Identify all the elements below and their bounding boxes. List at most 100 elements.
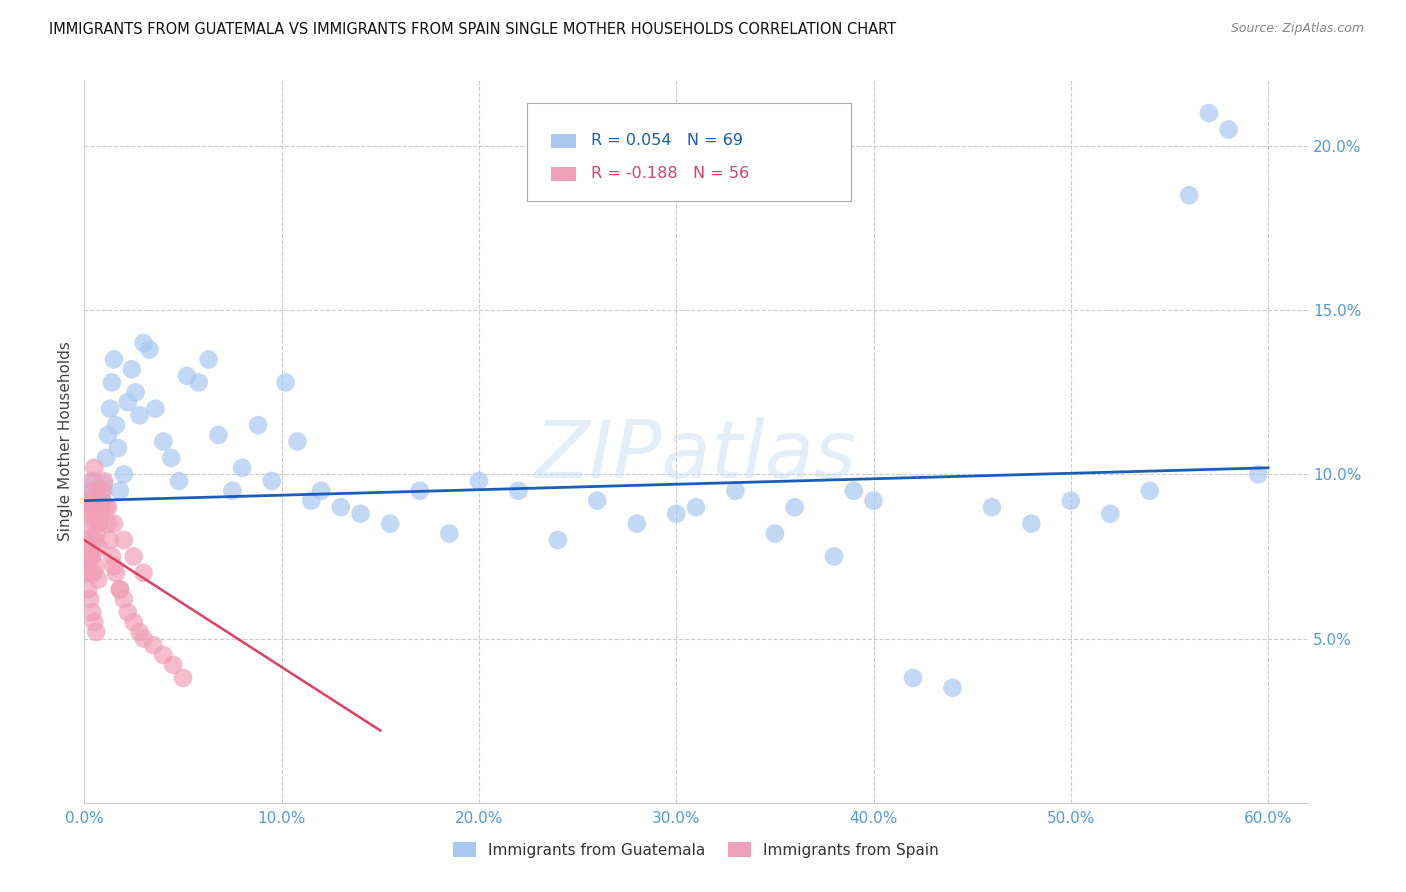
Point [97,516,120,531]
Point [89,516,111,531]
Point [84,491,107,505]
Point [108,582,131,597]
Point [122,615,145,630]
Point [97,428,120,442]
Point [665,507,688,521]
Text: R = -0.188   N = 56: R = -0.188 N = 56 [591,167,748,181]
Point [76,533,98,547]
Point [685,500,707,515]
Point [75,549,97,564]
Point [176,368,198,383]
Point [468,474,491,488]
Point [980,500,1002,515]
Point [103,352,125,367]
Point [84,500,107,515]
Point [1218,122,1240,136]
Text: IMMIGRANTS FROM GUATEMALA VS IMMIGRANTS FROM SPAIN SINGLE MOTHER HOUSEHOLDS CORR: IMMIGRANTS FROM GUATEMALA VS IMMIGRANTS … [49,22,897,37]
Point [104,566,127,580]
Point [121,362,143,376]
Point [142,638,165,652]
Point [83,615,105,630]
Point [187,376,209,390]
Y-axis label: Single Mother Households: Single Mother Households [58,342,73,541]
Point [1198,106,1220,120]
Point [439,526,461,541]
Point [172,671,194,685]
Point [82,483,104,498]
Point [94,450,117,465]
Point [160,450,183,465]
Point [80,507,103,521]
Point [197,352,219,367]
Point [508,483,530,498]
Legend: Immigrants from Guatemala, Immigrants from Spain: Immigrants from Guatemala, Immigrants fr… [447,836,945,863]
Point [79,566,101,580]
Point [82,474,104,488]
Point [901,671,924,685]
Point [103,516,125,531]
Point [84,559,107,574]
Point [108,582,131,597]
Point [77,582,100,597]
Point [132,632,155,646]
Point [138,343,160,357]
Point [1247,467,1270,482]
Point [82,474,104,488]
Point [93,474,115,488]
Point [260,474,283,488]
Point [79,592,101,607]
Point [77,483,100,498]
Point [724,483,747,498]
Point [94,500,117,515]
Point [299,493,322,508]
Point [77,516,100,531]
Point [1021,516,1043,531]
Point [1099,507,1122,521]
Point [90,507,112,521]
Point [98,401,121,416]
Point [89,483,111,498]
Point [349,507,371,521]
Point [221,483,243,498]
Point [83,533,105,547]
Point [83,500,105,515]
Point [117,395,139,409]
Point [112,592,135,607]
Point [941,681,963,695]
Point [77,533,100,547]
Point [626,516,648,531]
Point [329,500,352,515]
Point [91,493,114,508]
Point [112,467,135,482]
Point [91,487,114,501]
Text: Source: ZipAtlas.com: Source: ZipAtlas.com [1230,22,1364,36]
Point [128,625,150,640]
Point [132,336,155,351]
Point [75,566,97,580]
Point [97,500,120,515]
Point [98,533,121,547]
Point [83,460,105,475]
Point [108,483,131,498]
Point [86,526,108,541]
Text: ZIPatlas: ZIPatlas [534,417,858,495]
Point [274,376,297,390]
Point [89,500,111,515]
Point [87,481,110,495]
Point [309,483,332,498]
Point [82,566,104,580]
Text: R = 0.054   N = 69: R = 0.054 N = 69 [591,134,742,148]
Point [101,376,124,390]
Point [82,605,104,619]
Point [128,409,150,423]
Point [79,493,101,508]
Point [112,533,135,547]
Point [84,625,107,640]
Point [152,434,174,449]
Point [132,566,155,580]
Point [87,573,110,587]
Point [91,483,114,498]
Point [124,385,146,400]
Point [167,474,190,488]
Point [823,549,845,564]
